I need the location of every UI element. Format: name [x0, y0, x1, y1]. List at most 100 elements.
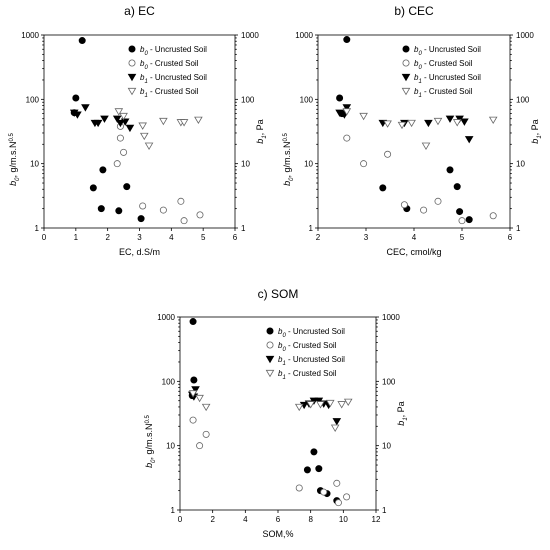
legend-marker: [128, 59, 136, 67]
x-axis-label: SOM,%: [262, 529, 293, 539]
y-tick-label-left: 1: [171, 506, 176, 515]
data-point: [342, 104, 352, 112]
x-tick-label: 8: [308, 515, 313, 524]
legend-entry: b1 - Crusted Soil: [140, 87, 199, 99]
legend-entry: b0 - Uncrusted Soil: [414, 45, 481, 57]
data-point: [453, 183, 461, 191]
x-tick-label: 5: [201, 233, 206, 242]
data-point: [325, 399, 335, 408]
data-point: [460, 118, 469, 126]
data-point: [334, 499, 342, 507]
x-tick-label: 4: [169, 233, 174, 242]
data-point: [137, 215, 145, 223]
data-point: [333, 479, 341, 487]
y-tick-label-left: 10: [30, 160, 39, 169]
x-tick-label: 6: [508, 233, 513, 242]
panel-title: a) EC: [124, 4, 155, 18]
data-point: [138, 122, 147, 130]
data-point: [189, 416, 197, 424]
legend-entry: b0 - Crusted Soil: [414, 59, 473, 71]
y-tick-label-left: 1: [35, 224, 40, 233]
data-point: [120, 148, 128, 156]
legend-entry: b1 - Uncrusted Soil: [414, 73, 481, 85]
series-3: [188, 390, 353, 432]
y-tick-label-right: 10: [382, 442, 391, 451]
data-point: [195, 394, 204, 403]
data-point: [139, 202, 147, 210]
data-point: [310, 448, 318, 456]
legend-entry: b0 - Crusted Soil: [140, 59, 199, 71]
data-point: [89, 184, 97, 192]
legend: b0 - Uncrusted Soil b0 - Crusted Soil b1 -…: [401, 45, 481, 99]
data-point: [332, 418, 342, 426]
data-point: [488, 116, 498, 125]
legend-marker: [265, 369, 275, 378]
data-point: [445, 115, 455, 123]
data-point: [189, 318, 197, 326]
data-point: [177, 197, 185, 205]
data-point: [125, 124, 135, 133]
data-point: [78, 37, 86, 45]
legend-marker: [127, 87, 137, 96]
series-2: [187, 386, 342, 426]
x-tick-label: 0: [178, 515, 183, 524]
y-tick-label-left: 10: [304, 160, 313, 169]
y-tick-label-right: 10: [516, 160, 525, 169]
data-point: [179, 119, 189, 127]
y-tick-label-left: 100: [300, 95, 314, 104]
data-point: [320, 488, 328, 496]
x-tick-label: 4: [243, 515, 248, 524]
y-axis-label-left: b0, g/m.s.N0.5: [8, 132, 21, 185]
panel-title: b) CEC: [394, 4, 434, 18]
panel-title: c) SOM: [258, 287, 299, 301]
data-point: [446, 166, 454, 174]
legend-entry: b0 - Uncrusted Soil: [278, 327, 345, 339]
legend-entry: b1 - Crusted Soil: [278, 369, 337, 381]
data-point: [93, 119, 103, 128]
y-tick-label-right: 1: [241, 224, 246, 233]
data-point: [452, 119, 462, 127]
x-tick-label: 2: [105, 233, 110, 242]
y-tick-label-right: 1000: [241, 31, 259, 40]
data-point: [456, 208, 464, 216]
data-point: [343, 398, 353, 407]
legend-entry: b0 - Uncrusted Soil: [140, 45, 207, 57]
x-tick-label: 5: [460, 233, 465, 242]
data-point: [464, 136, 474, 144]
x-tick-label: 6: [276, 515, 281, 524]
data-point: [113, 160, 121, 168]
legend-entry: b1 - Crusted Soil: [414, 87, 473, 99]
x-tick-label: 3: [364, 233, 369, 242]
x-tick-label: 2: [210, 515, 215, 524]
legend-marker: [401, 73, 411, 82]
data-point: [294, 403, 304, 412]
data-point: [421, 142, 431, 150]
legend: b0 - Uncrusted Soil b0 - Crusted Soil b1 -…: [127, 45, 207, 99]
data-point: [116, 134, 124, 142]
legend-entry: b0 - Crusted Soil: [278, 341, 337, 353]
y-tick-label-left: 100: [26, 95, 40, 104]
data-point: [196, 442, 204, 450]
x-tick-label: 3: [137, 233, 142, 242]
y-tick-label-right: 100: [241, 95, 255, 104]
data-point: [97, 205, 105, 213]
data-point: [379, 184, 387, 192]
data-point: [433, 117, 443, 126]
y-axis-label-left: b0, g/m.s.N0.5: [282, 132, 295, 185]
data-point: [201, 403, 211, 412]
y-tick-label-left: 1000: [21, 31, 39, 40]
data-point: [120, 118, 130, 126]
legend-marker: [265, 355, 275, 364]
data-point: [112, 115, 122, 123]
data-point: [115, 207, 123, 215]
data-point: [190, 376, 198, 384]
data-point: [489, 212, 497, 220]
data-point: [303, 466, 311, 474]
data-point: [159, 117, 168, 126]
data-point: [343, 36, 351, 44]
data-point: [73, 111, 82, 119]
data-point: [397, 121, 407, 130]
